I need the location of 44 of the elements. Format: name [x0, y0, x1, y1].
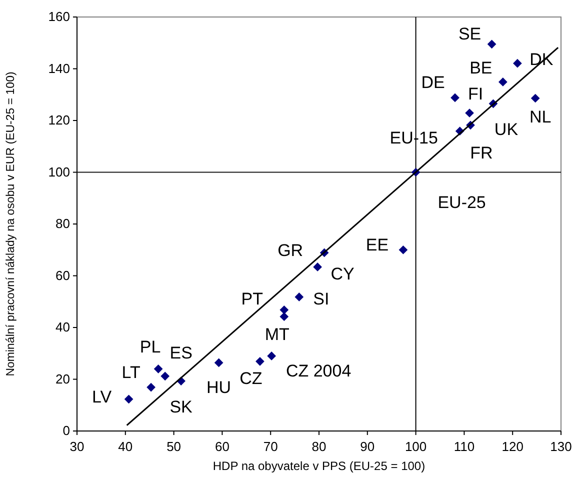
y-tick-label: 100 [48, 164, 70, 180]
x-tick-label: 70 [263, 439, 278, 454]
annotation: CZ [240, 368, 262, 388]
annotation: SI [313, 289, 330, 308]
annotation: FI [468, 84, 484, 104]
annotation: CY [330, 264, 354, 284]
annotation: SK [170, 398, 194, 417]
y-axis-title: Nominální pracovní náklady na osobu v EUR (EU-25 = 100) [5, 72, 17, 376]
annotation: ES [170, 344, 192, 363]
annotation: CZ 2004 [286, 361, 352, 380]
x-tick-label: 50 [166, 439, 182, 454]
annotation: SE [458, 24, 482, 44]
x-tick-label: 40 [118, 439, 133, 454]
y-tick-label: 140 [48, 60, 70, 76]
annotation: MT [264, 325, 290, 344]
annotation: NL [529, 108, 552, 127]
x-tick-label: 80 [312, 439, 326, 454]
x-tick-label: 100 [404, 439, 427, 454]
y-tick-label: 0 [62, 423, 70, 438]
x-tick-label: 110 [454, 439, 475, 454]
annotation: HU [206, 378, 232, 398]
annotation: EU-25 [438, 192, 486, 212]
x-tick-label: 130 [550, 439, 572, 454]
y-tick-label: 60 [56, 268, 70, 283]
y-tick-label: 20 [56, 371, 70, 386]
annotation: LT [122, 362, 140, 382]
annotation: LV [92, 388, 112, 407]
annotation: BE [470, 58, 492, 78]
annotation: UK [494, 120, 519, 140]
annotation: PL [140, 337, 161, 356]
y-tick-label: 160 [48, 9, 70, 24]
y-tick-label: 40 [56, 320, 70, 335]
annotation: DE [421, 73, 445, 92]
x-axis-title: HDP na obyvatele v PPS (EU-25 = 100) [212, 459, 426, 473]
annotation: PT [241, 289, 264, 308]
x-tick-label: 90 [360, 439, 375, 454]
annotation: FR [470, 144, 493, 163]
y-tick-label: 120 [48, 112, 70, 128]
y-tick-label: 80 [56, 216, 70, 232]
annotation: EE [366, 235, 389, 254]
x-tick-label: 120 [502, 439, 524, 454]
annotation: GR [278, 241, 304, 260]
x-tick-label: 60 [214, 439, 230, 454]
x-tick-label: 30 [70, 439, 84, 454]
